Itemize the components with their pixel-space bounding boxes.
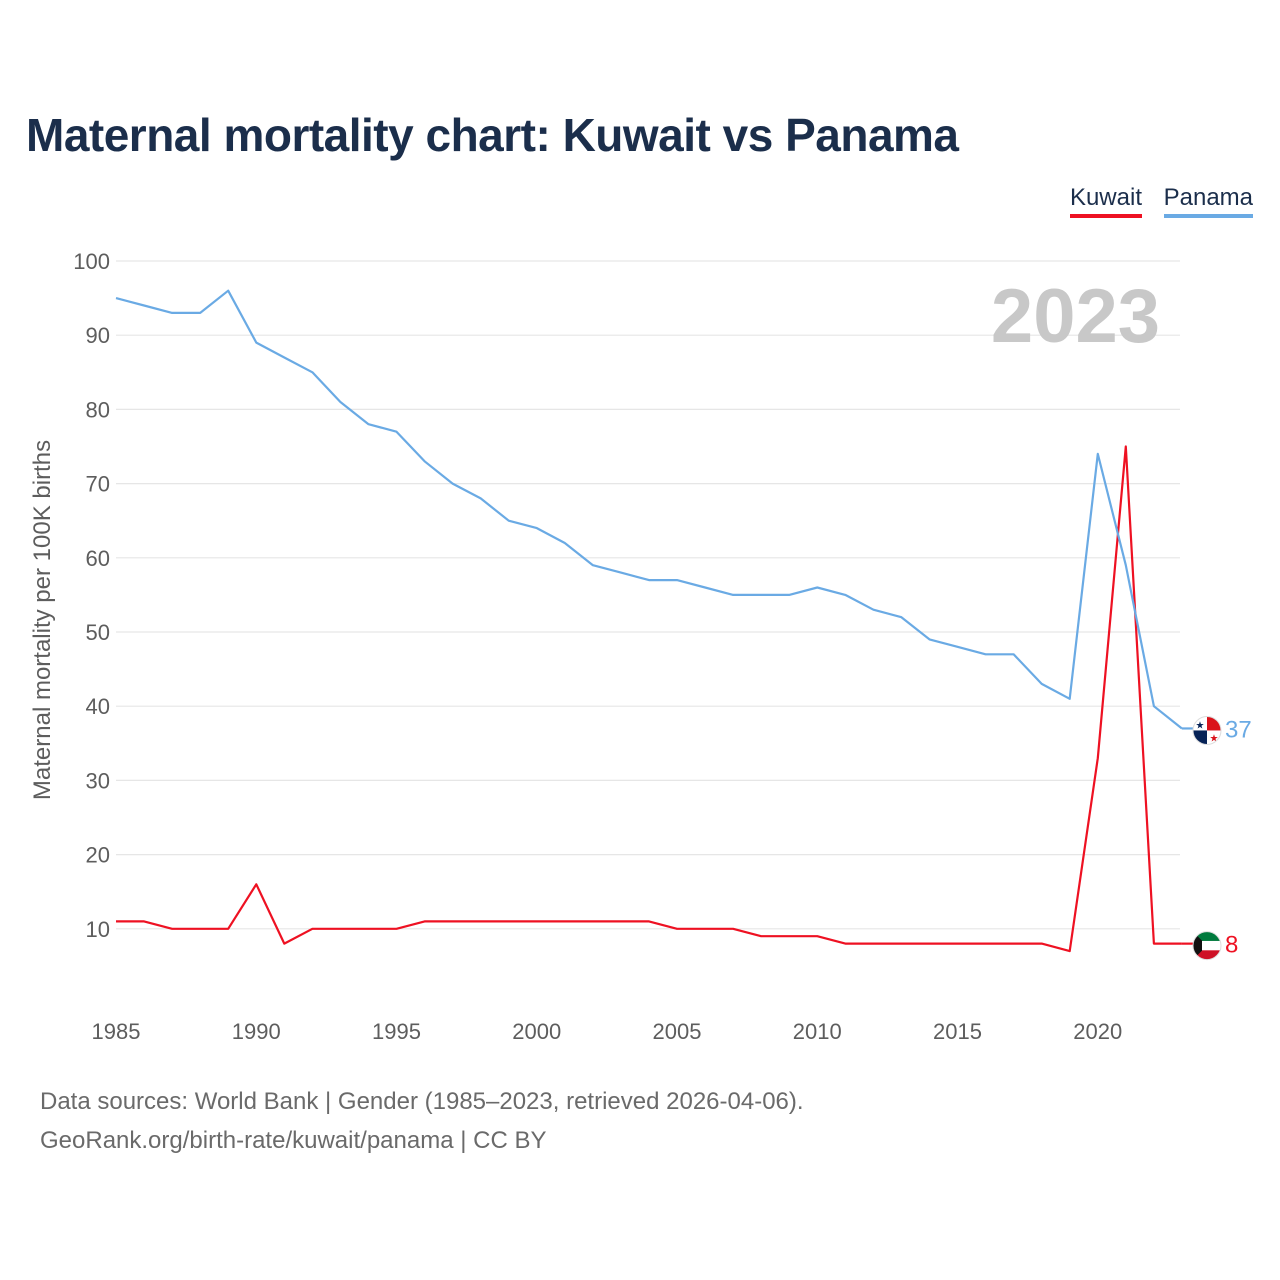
flag-stripe	[1193, 940, 1221, 951]
x-tick-label: 2020	[1073, 1019, 1122, 1044]
y-tick-label: 60	[86, 546, 110, 571]
y-tick-label: 90	[86, 323, 110, 348]
end-value-label-panama: 37	[1225, 716, 1252, 743]
footer-sources: Data sources: World Bank | Gender (1985–…	[40, 1088, 804, 1115]
flag-star: ★	[1196, 720, 1205, 731]
flag-stripe	[1193, 931, 1221, 941]
series-lines	[115, 289, 1183, 953]
kuwait-flag-icon	[1192, 931, 1222, 961]
x-tick-label: 1985	[92, 1019, 141, 1044]
legend-item-panama[interactable]: Panama	[1163, 184, 1253, 218]
series-line-panama	[115, 289, 1183, 730]
legend-item-kuwait[interactable]: Kuwait	[1069, 184, 1142, 218]
flag-stripe	[1193, 950, 1221, 960]
panama-flag-icon: ★★	[1192, 715, 1222, 745]
x-tick-label: 2000	[512, 1019, 561, 1044]
y-tick-label: 40	[86, 694, 110, 719]
y-tick-label: 100	[73, 249, 110, 274]
y-tick-label: 80	[86, 397, 110, 422]
x-tick-label: 2005	[653, 1019, 702, 1044]
flag-star: ★	[1210, 733, 1219, 744]
y-tick-label: 70	[86, 472, 110, 497]
footer-credit[interactable]: GeoRank.org/birth-rate/kuwait/panama | C…	[40, 1127, 547, 1154]
x-axis-ticks: 1985 1990 1995 2000 2005 2010 2015 2020	[92, 1019, 1123, 1044]
end-value-label-kuwait: 8	[1225, 932, 1238, 959]
x-tick-label: 1995	[372, 1019, 421, 1044]
y-axis-ticks: 10 20 30 40 50 60 70 80 90 100	[73, 249, 110, 942]
end-markers: 8★★ 37	[1181, 715, 1252, 961]
y-axis-label: Maternal mortality per 100K births	[29, 440, 56, 800]
grid-lines	[116, 260, 1180, 930]
y-tick-label: 20	[86, 843, 110, 868]
chart-title: Maternal mortality chart: Kuwait vs Pana…	[26, 109, 959, 161]
series-line-kuwait	[116, 445, 1182, 953]
x-tick-label: 1990	[232, 1019, 281, 1044]
x-tick-label: 2010	[793, 1019, 842, 1044]
y-tick-label: 30	[86, 768, 110, 793]
year-watermark: 2023	[991, 274, 1160, 359]
y-tick-label: 50	[86, 620, 110, 645]
y-tick-label: 10	[86, 917, 110, 942]
x-tick-label: 2015	[933, 1019, 982, 1044]
